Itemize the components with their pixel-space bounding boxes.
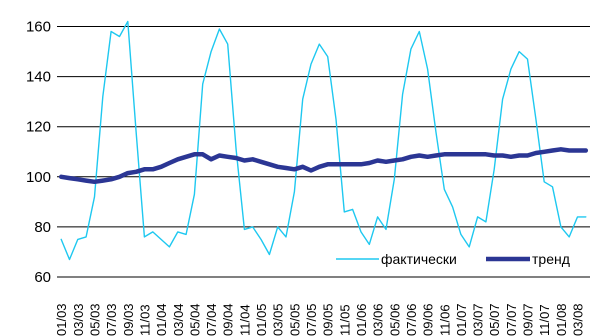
- legend-label-actual: фактически: [381, 251, 457, 267]
- y-tick-label: 120: [26, 119, 51, 136]
- x-tick-label: 01/07: [454, 303, 469, 336]
- x-tick-label: 11/03: [137, 304, 152, 336]
- x-tick-label: 09/06: [421, 303, 436, 336]
- x-tick-label: 05/03: [87, 303, 102, 336]
- x-tick-label: 11/04: [237, 304, 252, 336]
- series-line-actual: [60, 20, 587, 261]
- x-tick-label: 07/04: [204, 303, 219, 336]
- x-tick-label: 07/05: [304, 303, 319, 336]
- x-tick-label: 05/07: [487, 303, 502, 336]
- x-tick-label: 05/05: [287, 303, 302, 336]
- x-tick-label: 11/06: [437, 304, 452, 336]
- x-tick-label: 09/05: [321, 303, 336, 336]
- y-axis-ticks: 60 80 100 120 140 160: [26, 19, 51, 286]
- y-tick-label: 60: [34, 269, 51, 286]
- series-lines: [58, 20, 589, 261]
- x-tick-label: 01/05: [254, 303, 269, 336]
- y-tick-label: 140: [26, 69, 51, 86]
- x-tick-label: 09/04: [221, 303, 236, 336]
- x-tick-label: 05/06: [387, 303, 402, 336]
- gridlines: [57, 26, 590, 278]
- series-line-trend: [58, 147, 589, 185]
- x-tick-label: 09/07: [521, 303, 536, 336]
- x-tick-label: 01/04: [154, 303, 169, 336]
- x-tick-label: 01/06: [354, 303, 369, 336]
- x-tick-label: 03/06: [371, 303, 386, 336]
- y-tick-label: 80: [34, 219, 51, 236]
- x-tick-label: 03/08: [571, 303, 586, 336]
- x-tick-label: 03/05: [271, 303, 286, 336]
- x-tick-label: 07/06: [404, 303, 419, 336]
- x-tick-label: 01/08: [554, 303, 569, 336]
- x-tick-label: 05/04: [187, 303, 202, 336]
- legend-label-trend: тренд: [532, 251, 570, 267]
- x-tick-label: 03/03: [71, 303, 86, 336]
- y-tick-label: 160: [26, 19, 51, 36]
- legend: фактически тренд: [336, 251, 570, 267]
- x-tick-label: 03/07: [471, 303, 486, 336]
- x-axis-ticks: 01/03 03/03 05/03 07/03 09/03 11/03 01/04 03/04…: [54, 303, 585, 336]
- x-tick-label: 07/03: [104, 303, 119, 336]
- x-tick-label: 03/04: [171, 303, 186, 336]
- x-tick-label: 09/03: [121, 303, 136, 336]
- x-tick-label: 11/07: [537, 304, 552, 336]
- x-tick-label: 11/05: [337, 304, 352, 336]
- x-tick-label: 07/07: [504, 303, 519, 336]
- y-tick-label: 100: [26, 169, 51, 186]
- x-tick-label: 01/03: [54, 303, 69, 336]
